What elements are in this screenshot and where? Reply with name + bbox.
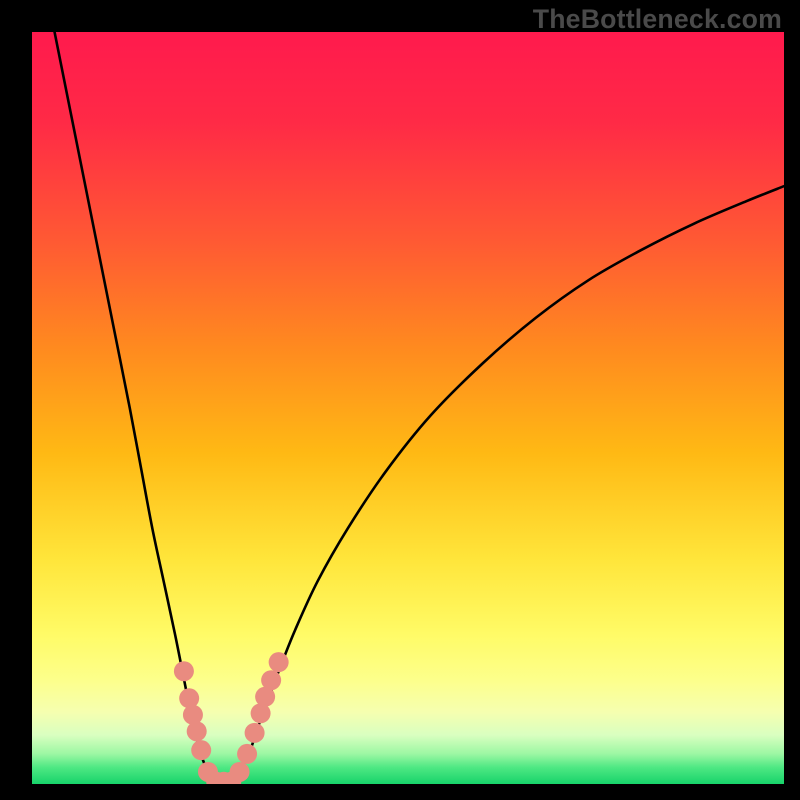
curve-marker (245, 723, 265, 743)
marker-group (174, 652, 289, 784)
bottleneck-curve (55, 32, 784, 783)
curve-marker (237, 744, 257, 764)
plot-area (32, 32, 784, 784)
curve-marker (230, 762, 250, 782)
watermark-text: TheBottleneck.com (533, 4, 782, 35)
curve-marker (187, 721, 207, 741)
chart-stage: { "canvas": { "width": 800, "height": 80… (0, 0, 800, 800)
curve-marker (179, 688, 199, 708)
curve-marker (174, 661, 194, 681)
curve-marker (191, 740, 211, 760)
curve-marker (261, 670, 281, 690)
plot-svg (32, 32, 784, 784)
curve-marker (269, 652, 289, 672)
curve-marker (183, 705, 203, 725)
